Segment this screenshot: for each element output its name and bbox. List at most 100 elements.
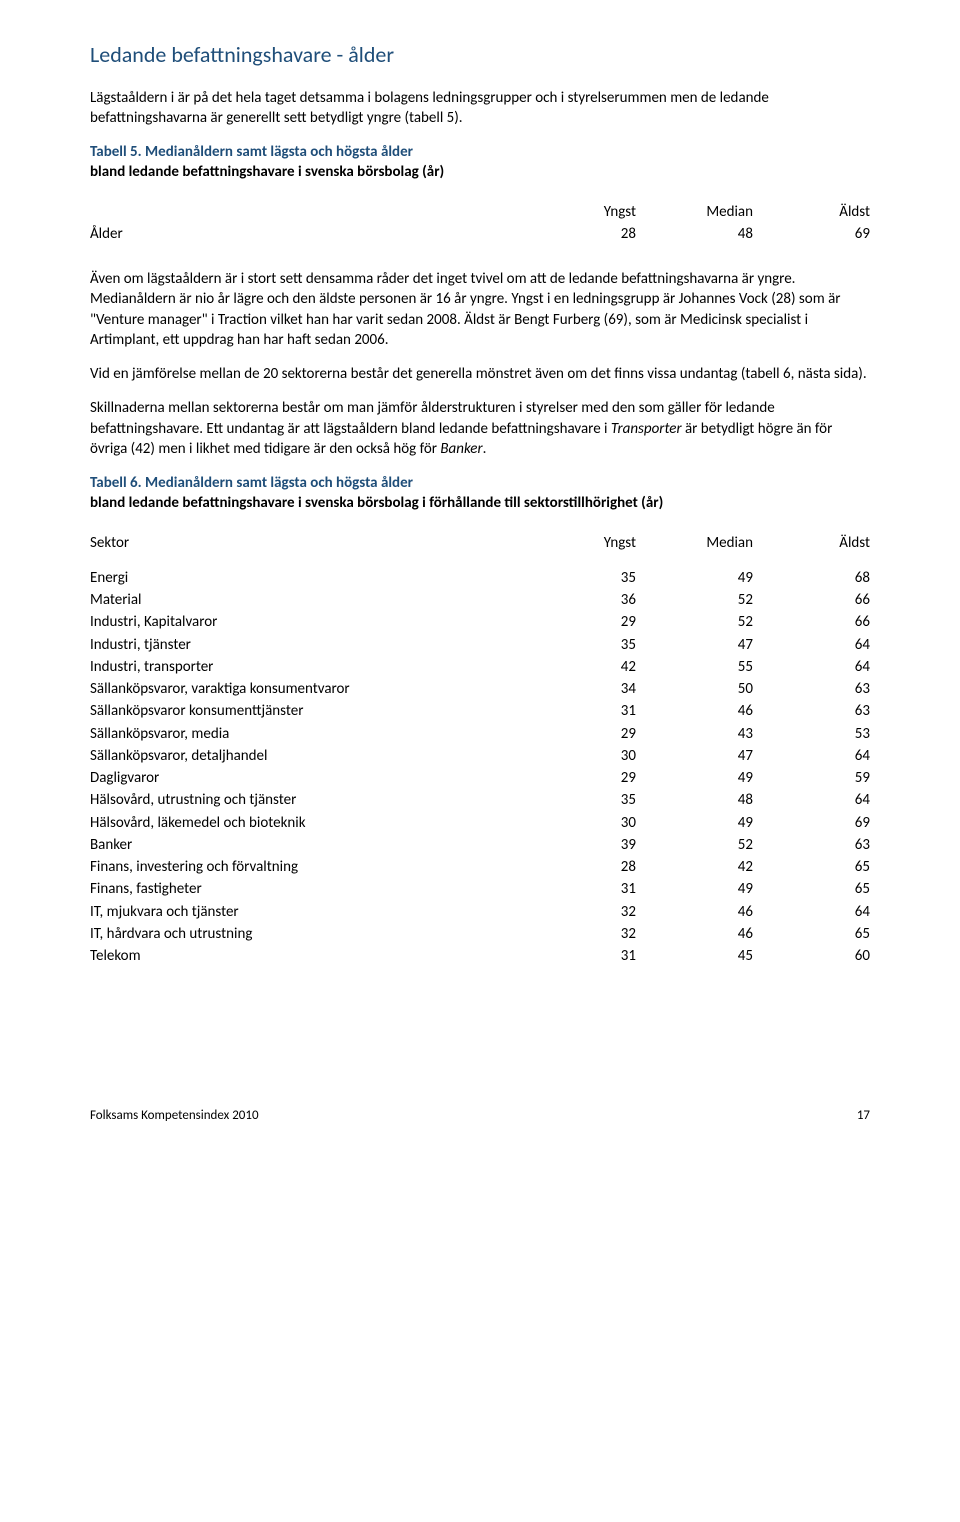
sector-name: Sällanköpsvaror, varaktiga konsumentvaro… (90, 678, 519, 700)
sector-value: 55 (636, 656, 753, 678)
table5-header-median: Median (636, 201, 753, 223)
table-row: Finans, investering och förvaltning28426… (90, 856, 870, 878)
sector-value: 48 (636, 789, 753, 811)
table-row: Sällanköpsvaror, varaktiga konsumentvaro… (90, 678, 870, 700)
table5-caption: Tabell 5. Medianåldern samt lägsta och h… (90, 142, 870, 162)
sector-value: 32 (519, 901, 636, 923)
table-row: Banker395263 (90, 834, 870, 856)
table-row: Industri, tjänster354764 (90, 634, 870, 656)
sector-name: Industri, Kapitalvaror (90, 611, 519, 633)
sector-value: 47 (636, 634, 753, 656)
sector-value: 52 (636, 834, 753, 856)
paragraph-3: Skillnaderna mellan sektorerna består om… (90, 398, 870, 459)
table-row: IT, mjukvara och tjänster324664 (90, 901, 870, 923)
table5-row-median: 48 (636, 223, 753, 245)
sector-value: 52 (636, 611, 753, 633)
table5-header-aldst: Äldst (753, 201, 870, 223)
sector-name: Telekom (90, 945, 519, 967)
table-row: Sällanköpsvaror, detaljhandel304764 (90, 745, 870, 767)
table6-header-sektor: Sektor (90, 532, 519, 567)
sector-value: 50 (636, 678, 753, 700)
table5-subcaption: bland ledande befattningshavare i svensk… (90, 162, 870, 182)
sector-name: Industri, transporter (90, 656, 519, 678)
table6-subcaption: bland ledande befattningshavare i svensk… (90, 493, 870, 513)
table-row: Finans, fastigheter314965 (90, 878, 870, 900)
sector-name: Hälsovård, läkemedel och bioteknik (90, 812, 519, 834)
table5-header-blank (90, 201, 519, 223)
p3-italic-2: Banker (440, 440, 482, 458)
sector-value: 30 (519, 745, 636, 767)
table-row: Telekom314560 (90, 945, 870, 967)
table-row: Industri, Kapitalvaror295266 (90, 611, 870, 633)
page-footer: Folksams Kompetensindex 2010 17 (90, 1107, 870, 1125)
table6-header-median: Median (636, 532, 753, 567)
sector-value: 65 (753, 878, 870, 900)
sector-value: 46 (636, 901, 753, 923)
sector-value: 39 (519, 834, 636, 856)
table-row: Energi354968 (90, 567, 870, 589)
sector-value: 31 (519, 945, 636, 967)
sector-value: 66 (753, 611, 870, 633)
sector-value: 46 (636, 700, 753, 722)
sector-value: 35 (519, 634, 636, 656)
sector-value: 63 (753, 678, 870, 700)
paragraph-1: Även om lägstaåldern är i stort sett den… (90, 269, 870, 350)
table6-header-row: Sektor Yngst Median Äldst (90, 532, 870, 567)
sector-value: 59 (753, 767, 870, 789)
sector-name: Finans, investering och förvaltning (90, 856, 519, 878)
sector-value: 64 (753, 656, 870, 678)
table6-header-aldst: Äldst (753, 532, 870, 567)
table5: Yngst Median Äldst Ålder 28 48 69 (90, 201, 870, 246)
p3-post: . (483, 440, 487, 458)
intro-paragraph: Lägstaåldern i är på det hela taget dets… (90, 88, 870, 129)
sector-value: 29 (519, 723, 636, 745)
sector-value: 32 (519, 923, 636, 945)
page-title: Ledande befattningshavare - ålder (90, 40, 870, 70)
sector-value: 66 (753, 589, 870, 611)
table6-caption-text: Tabell 6. Medianåldern samt lägsta och h… (90, 474, 413, 492)
sector-value: 35 (519, 567, 636, 589)
footer-page-number: 17 (857, 1107, 870, 1125)
sector-value: 60 (753, 945, 870, 967)
sector-name: Sällanköpsvaror, media (90, 723, 519, 745)
sector-value: 36 (519, 589, 636, 611)
sector-value: 69 (753, 812, 870, 834)
sector-value: 42 (519, 656, 636, 678)
sector-value: 29 (519, 611, 636, 633)
sector-name: Sällanköpsvaror, detaljhandel (90, 745, 519, 767)
sector-value: 49 (636, 567, 753, 589)
sector-value: 63 (753, 834, 870, 856)
sector-value: 35 (519, 789, 636, 811)
sector-name: Industri, tjänster (90, 634, 519, 656)
sector-value: 64 (753, 789, 870, 811)
table-row: Dagligvaror294959 (90, 767, 870, 789)
table-row: Sällanköpsvaror konsumenttjänster314663 (90, 700, 870, 722)
table6-caption: Tabell 6. Medianåldern samt lägsta och h… (90, 473, 870, 493)
table6: Sektor Yngst Median Äldst Energi354968Ma… (90, 532, 870, 968)
table-row: Sällanköpsvaror, media294353 (90, 723, 870, 745)
sector-value: 28 (519, 856, 636, 878)
sector-name: Energi (90, 567, 519, 589)
sector-value: 34 (519, 678, 636, 700)
sector-name: IT, mjukvara och tjänster (90, 901, 519, 923)
table5-row-aldst: 69 (753, 223, 870, 245)
sector-value: 49 (636, 878, 753, 900)
sector-value: 31 (519, 700, 636, 722)
sector-name: Material (90, 589, 519, 611)
footer-left: Folksams Kompetensindex 2010 (90, 1107, 259, 1125)
sector-name: Banker (90, 834, 519, 856)
sector-value: 68 (753, 567, 870, 589)
sector-value: 29 (519, 767, 636, 789)
sector-value: 31 (519, 878, 636, 900)
table5-caption-text: Tabell 5. Medianåldern samt lägsta och h… (90, 143, 413, 161)
sector-name: Hälsovård, utrustning och tjänster (90, 789, 519, 811)
sector-name: IT, hårdvara och utrustning (90, 923, 519, 945)
sector-value: 65 (753, 923, 870, 945)
sector-value: 52 (636, 589, 753, 611)
sector-value: 64 (753, 745, 870, 767)
table-row: Industri, transporter425564 (90, 656, 870, 678)
table-row: Ålder 28 48 69 (90, 223, 870, 245)
sector-value: 43 (636, 723, 753, 745)
sector-value: 53 (753, 723, 870, 745)
table5-header-yngst: Yngst (519, 201, 636, 223)
